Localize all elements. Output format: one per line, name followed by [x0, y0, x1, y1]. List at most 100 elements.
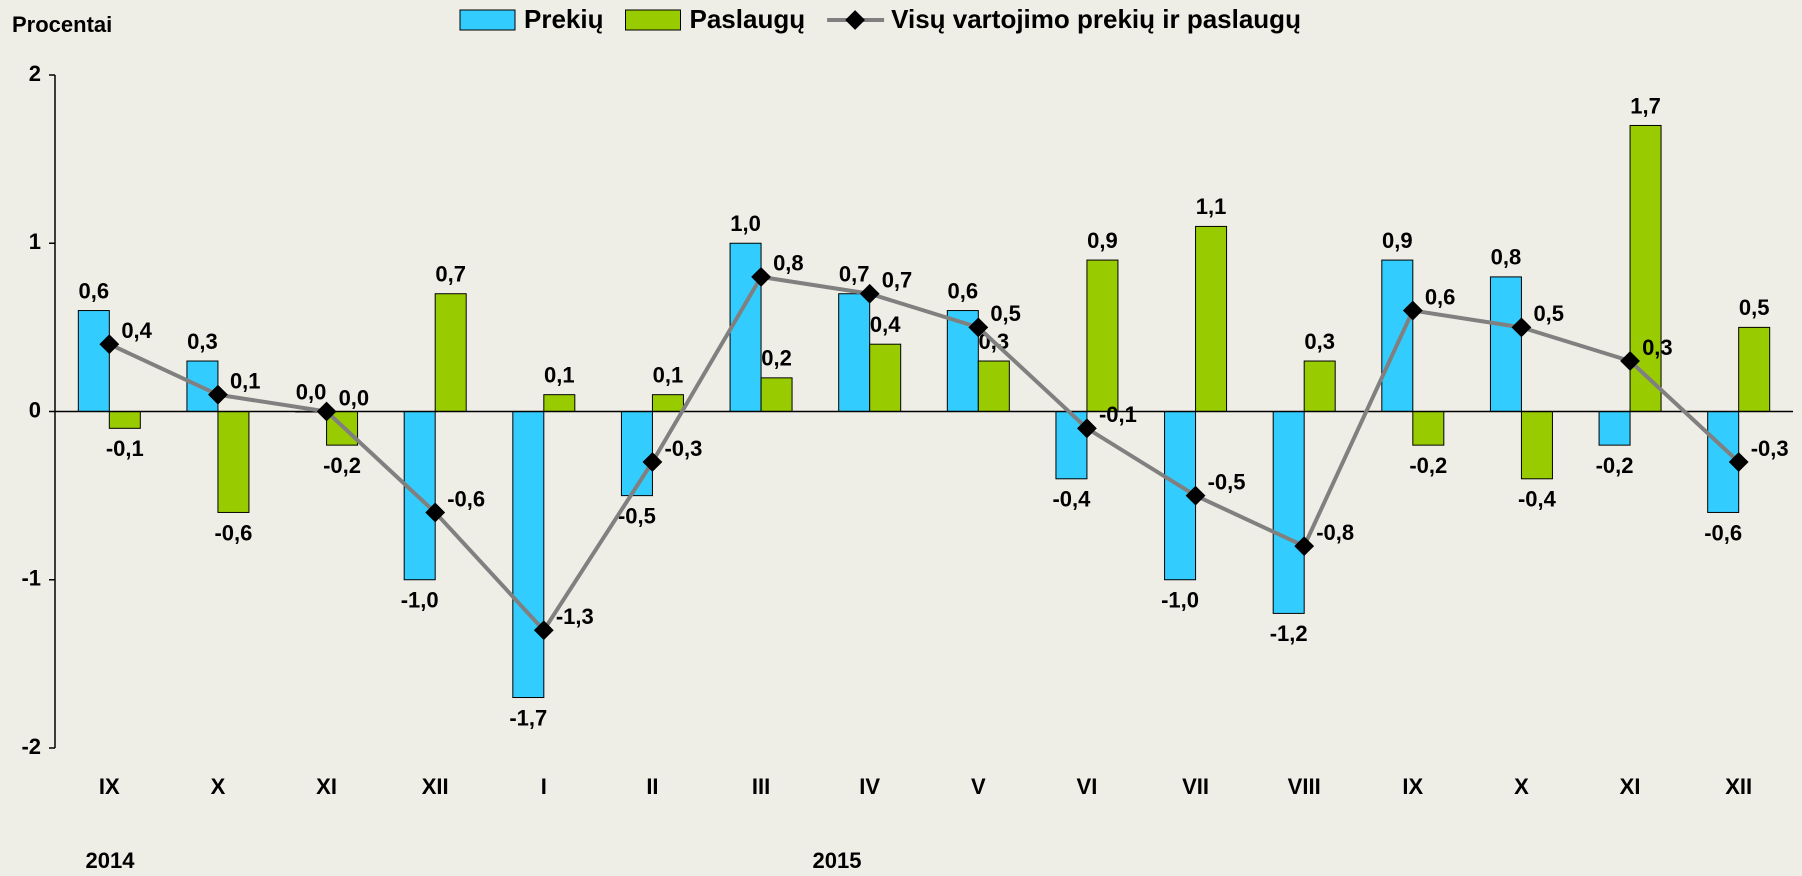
- data-label: 0,2: [761, 346, 792, 371]
- y-axis-label: Procentai: [12, 12, 112, 37]
- marker: [859, 283, 880, 304]
- marker: [968, 317, 989, 338]
- data-label: 0,1: [653, 362, 684, 387]
- data-label: 0,1: [230, 368, 261, 393]
- bar: [1629, 124, 1662, 412]
- marker: [1294, 536, 1315, 556]
- bar: [434, 293, 467, 413]
- data-label: 0,3: [187, 329, 218, 354]
- data-label: -0,1: [106, 436, 144, 461]
- data-label: -0,4: [1052, 487, 1091, 512]
- marker: [1077, 418, 1097, 439]
- line: [108, 274, 1741, 634]
- x-tick-label: IV: [859, 774, 880, 799]
- data-label: -0,6: [1704, 520, 1742, 545]
- bar: [651, 394, 684, 412]
- bar: [838, 293, 871, 413]
- legend-swatch: [625, 9, 681, 31]
- data-label: 0,6: [1425, 284, 1456, 309]
- marker: [1185, 485, 1206, 506]
- data-label: -0,3: [1751, 436, 1789, 461]
- x-tick-label: V: [971, 774, 986, 799]
- bar: [1412, 411, 1445, 446]
- x-tick-label: I: [541, 774, 547, 799]
- x-tick-label: IX: [99, 774, 120, 799]
- data-label: 0,3: [1304, 329, 1335, 354]
- data-label: -1,3: [556, 604, 594, 629]
- marker: [1402, 300, 1423, 321]
- data-label: 0,5: [990, 301, 1021, 326]
- data-label: 0,7: [435, 262, 466, 287]
- data-label: -1,2: [1270, 621, 1308, 646]
- legend-label: Paslaugų: [690, 4, 806, 34]
- y-tick-label: 1: [29, 229, 41, 254]
- data-label: -0,6: [214, 520, 252, 545]
- marker: [316, 401, 337, 422]
- y-tick-label: -1: [21, 566, 41, 591]
- marker: [533, 620, 554, 641]
- bar: [1086, 259, 1119, 413]
- bar: [1381, 259, 1414, 413]
- x-tick-label: IX: [1402, 774, 1423, 799]
- data-label: 0,0: [339, 385, 370, 410]
- x-tick-label: III: [752, 774, 770, 799]
- data-label: 0,9: [1087, 228, 1118, 253]
- bar: [512, 411, 545, 699]
- bar: [1738, 326, 1771, 412]
- data-label: 0,3: [1642, 335, 1673, 360]
- data-label: 0,6: [79, 278, 110, 303]
- marker: [1620, 351, 1640, 371]
- y-tick-label: 2: [29, 61, 41, 86]
- legend-swatch: [459, 9, 516, 31]
- data-label: 0,0: [296, 379, 327, 404]
- data-label: 0,4: [870, 312, 901, 337]
- data-label: 0,5: [1533, 301, 1564, 326]
- data-label: 0,4: [121, 318, 152, 343]
- x-tick-label: VII: [1182, 774, 1209, 799]
- marker: [642, 452, 663, 472]
- data-label: -1,0: [1161, 588, 1199, 613]
- data-label: -1,0: [401, 588, 439, 613]
- data-label: -0,8: [1316, 520, 1354, 545]
- data-label: 0,8: [1491, 245, 1522, 270]
- data-label: 0,8: [773, 251, 804, 276]
- year-label: 2015: [813, 848, 862, 873]
- marker: [1728, 452, 1749, 472]
- data-label: -0,2: [323, 453, 361, 478]
- bar: [1195, 225, 1228, 412]
- legend-label: Visų vartojimo prekių ir paslaugų: [891, 4, 1301, 34]
- bar: [217, 411, 250, 513]
- x-tick-label: XII: [1725, 774, 1752, 799]
- x-tick-label: VIII: [1288, 774, 1321, 799]
- data-label: 0,7: [839, 262, 870, 287]
- data-label: -0,3: [664, 436, 702, 461]
- bar: [543, 394, 576, 412]
- bar: [760, 377, 793, 413]
- data-label: 0,7: [882, 268, 913, 293]
- data-label: 1,0: [730, 211, 761, 236]
- marker: [751, 267, 771, 287]
- data-label: 0,1: [544, 362, 575, 387]
- x-tick-label: II: [646, 774, 658, 799]
- x-tick-label: VI: [1077, 774, 1098, 799]
- data-label: 0,9: [1382, 228, 1413, 253]
- y-tick-label: -2: [21, 734, 41, 759]
- data-label: -0,1: [1099, 402, 1137, 427]
- bar: [108, 411, 141, 429]
- marker: [99, 334, 120, 355]
- x-tick-label: XI: [1620, 774, 1641, 799]
- data-label: 1,7: [1630, 93, 1661, 118]
- data-label: -0,4: [1518, 487, 1557, 512]
- x-tick-label: X: [1514, 774, 1529, 799]
- bar: [77, 310, 110, 412]
- data-label: -0,2: [1409, 453, 1447, 478]
- bar: [1520, 411, 1553, 480]
- x-tick-label: X: [211, 774, 226, 799]
- data-label: -0,2: [1596, 453, 1634, 478]
- data-label: 0,6: [948, 278, 979, 303]
- marker: [1511, 317, 1532, 338]
- x-tick-label: XII: [422, 774, 449, 799]
- bar: [1272, 411, 1305, 614]
